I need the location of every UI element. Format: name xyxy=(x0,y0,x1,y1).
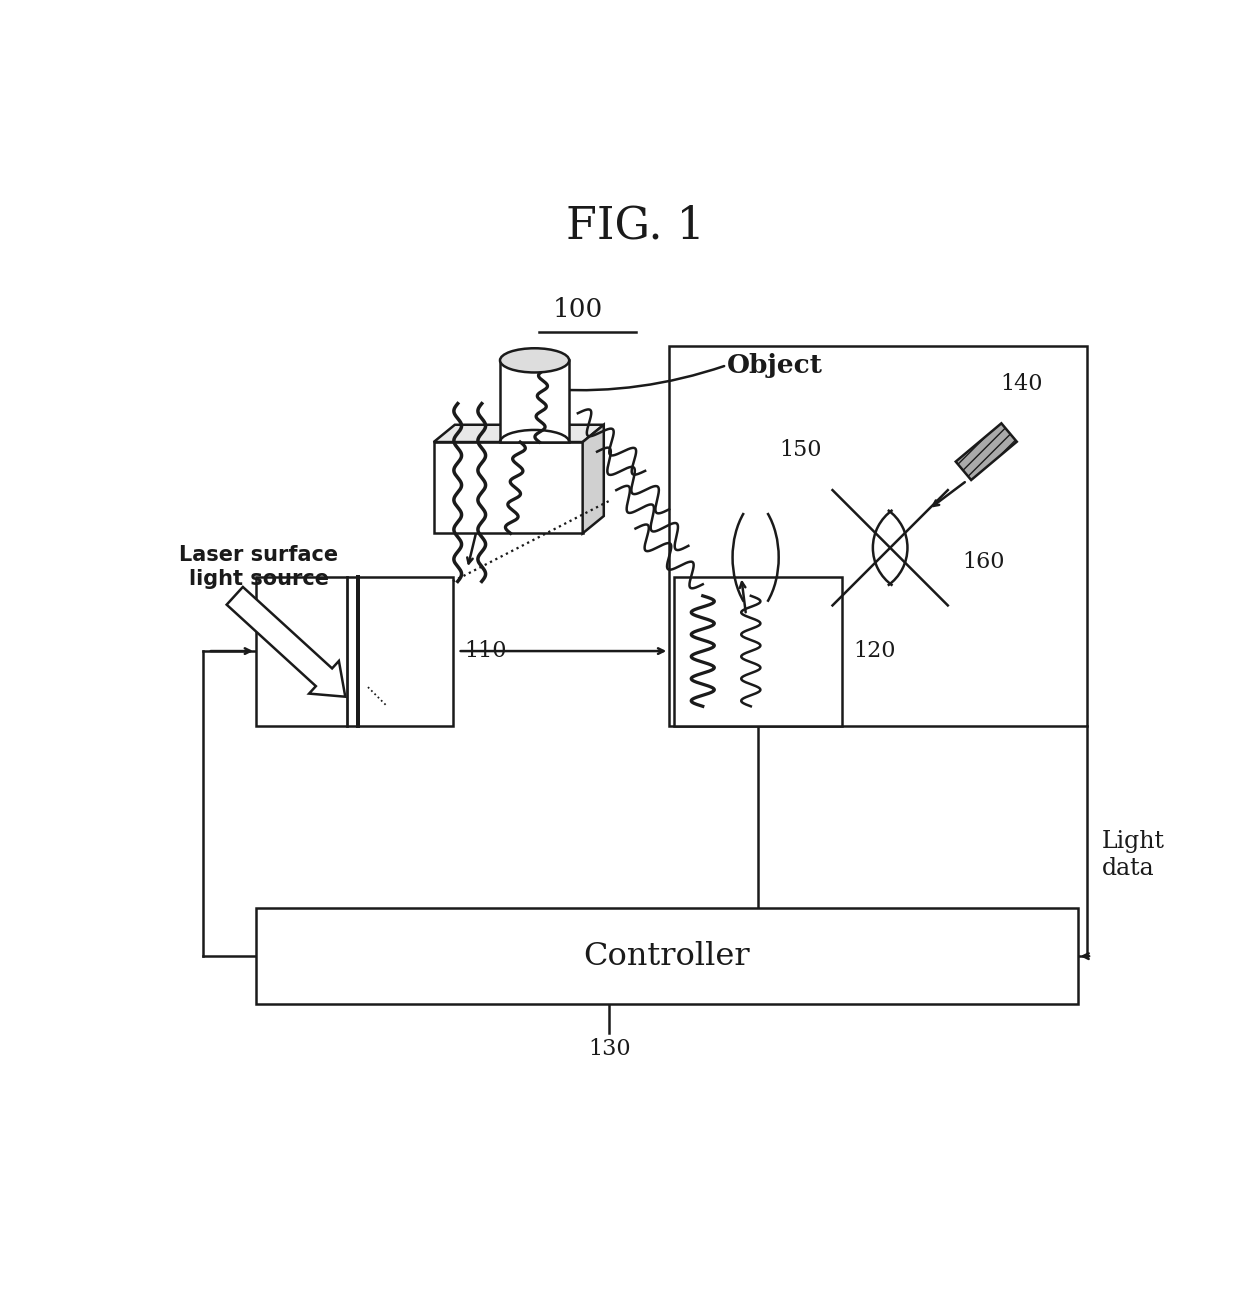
Text: 100: 100 xyxy=(553,296,603,322)
Text: 140: 140 xyxy=(1001,374,1043,396)
Text: Light
data: Light data xyxy=(1101,831,1164,880)
Text: 150: 150 xyxy=(780,439,822,461)
Bar xyxy=(500,360,569,443)
Polygon shape xyxy=(583,424,604,533)
Polygon shape xyxy=(434,424,604,443)
Bar xyxy=(670,345,1087,726)
Text: FIG. 1: FIG. 1 xyxy=(567,204,704,248)
Bar xyxy=(255,908,1078,1004)
Bar xyxy=(675,577,842,726)
Text: Object: Object xyxy=(727,353,823,378)
Polygon shape xyxy=(956,423,1017,480)
Bar xyxy=(434,443,583,533)
Text: Controller: Controller xyxy=(583,941,750,972)
Text: Laser surface
light source: Laser surface light source xyxy=(179,545,339,589)
Text: 110: 110 xyxy=(465,641,507,663)
Bar xyxy=(255,577,453,726)
Text: 120: 120 xyxy=(853,641,897,663)
Text: 130: 130 xyxy=(588,1038,630,1060)
Polygon shape xyxy=(227,587,345,696)
Ellipse shape xyxy=(500,348,569,373)
Text: 160: 160 xyxy=(962,551,1004,573)
